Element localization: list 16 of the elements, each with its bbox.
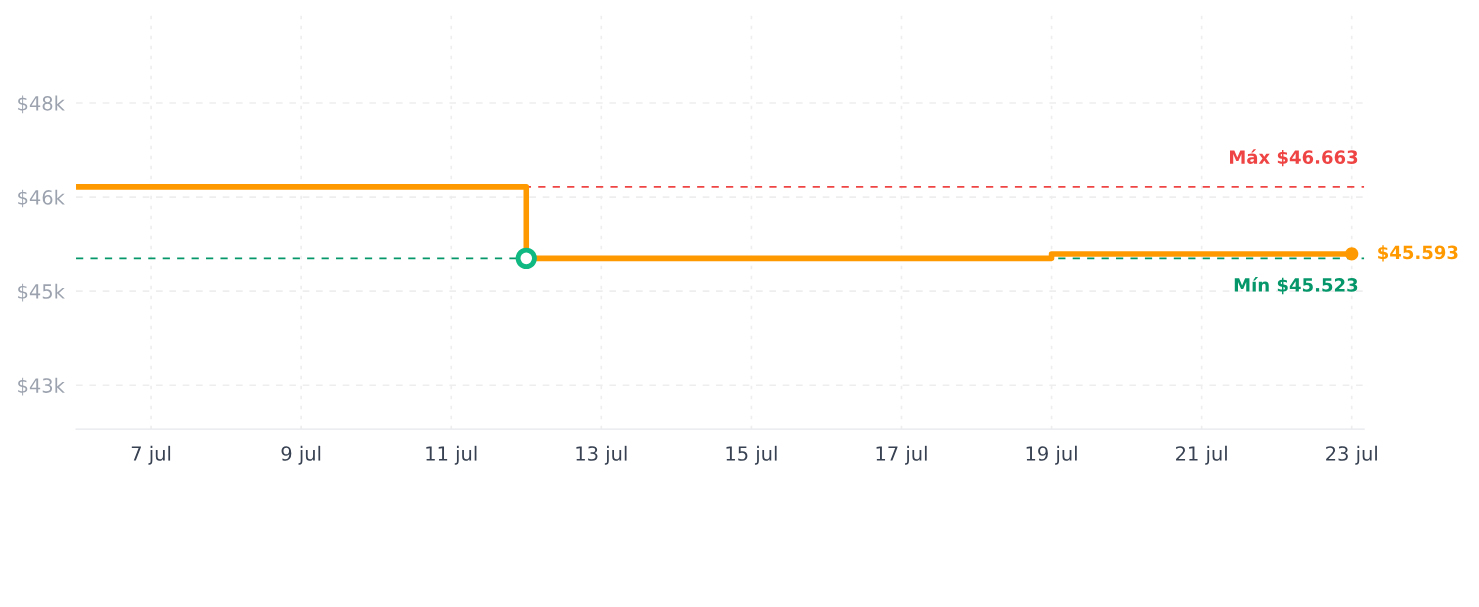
x-tick-label: 7 jul [131, 445, 171, 465]
ref-line-label: Mín $45.523 [1234, 277, 1358, 295]
y-tick-label: $48k [18, 95, 65, 114]
x-tick-label: 9 jul [281, 445, 321, 465]
x-tick-label: 11 jul [426, 445, 477, 465]
x-tick-label: 23 jul [1326, 445, 1377, 465]
y-tick-label: $45k [18, 283, 65, 302]
y-tick-label: $43k [18, 377, 65, 396]
x-tick-label: 21 jul [1176, 445, 1227, 465]
ref-line-label: Máx $46.663 [1230, 149, 1358, 167]
data-label: $45.593 [1378, 245, 1458, 262]
x-tick-label: 19 jul [1026, 445, 1077, 465]
x-tick-label: 17 jul [876, 445, 927, 465]
y-tick-label: $46k [18, 189, 65, 208]
x-tick-label: 15 jul [726, 445, 777, 465]
x-tick-label: 13 jul [576, 445, 627, 465]
